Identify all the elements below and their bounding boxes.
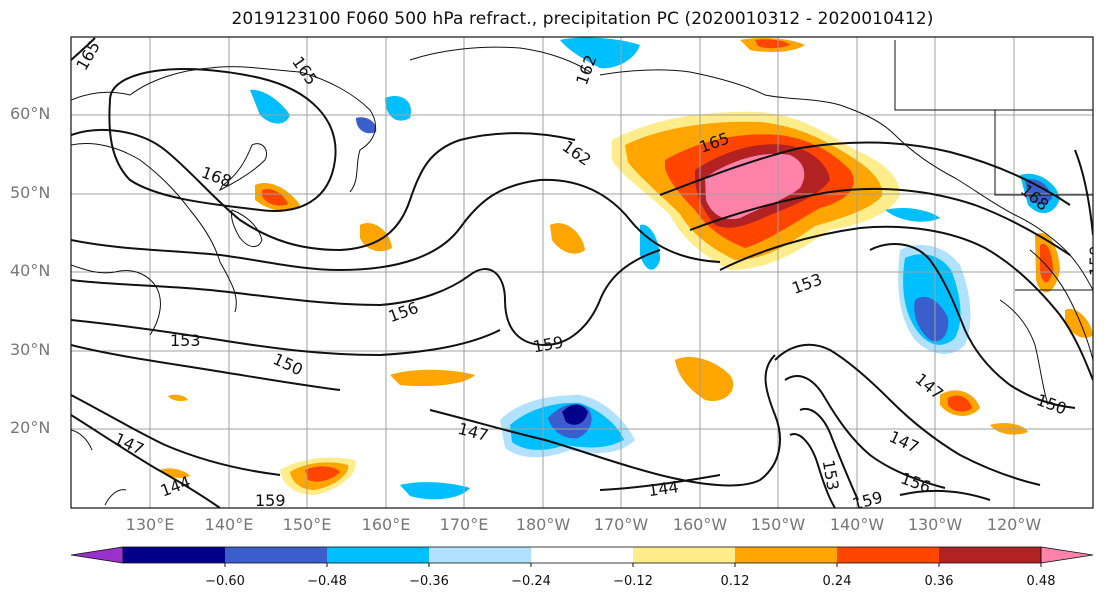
- colorbar-tick-label: −0.24: [511, 574, 551, 589]
- colorbar-box: [633, 547, 736, 563]
- colorbar-tick-label: 0.48: [1026, 574, 1056, 589]
- colorbar-box: [225, 547, 328, 563]
- contour-label: 159: [255, 491, 286, 510]
- lon-label: 170°E: [439, 515, 489, 534]
- contour-label: 144: [647, 477, 680, 500]
- lon-label: 140°E: [204, 515, 254, 534]
- colorbar-box: [531, 547, 634, 563]
- lat-label: 20°N: [10, 418, 51, 437]
- colorbar-tick-label: −0.12: [613, 574, 653, 589]
- colorbar-box: [123, 547, 226, 563]
- colorbar-tick-label: −0.60: [205, 574, 245, 589]
- lon-label: 170°W: [593, 515, 649, 534]
- graticule: [71, 37, 1093, 508]
- lon-label: 140°W: [829, 515, 885, 534]
- colorbar-box: [735, 547, 838, 563]
- contour-label: 159: [1086, 245, 1105, 276]
- colorbar-tick-label: −0.36: [409, 574, 449, 589]
- lat-label: 50°N: [10, 183, 51, 202]
- lon-label: 150°W: [750, 515, 806, 534]
- lon-label: 130°W: [907, 515, 963, 534]
- colorbar-tick-label: 0.24: [822, 574, 852, 589]
- colorbar-tick-label: 0.36: [924, 574, 954, 589]
- lon-label: 160°W: [672, 515, 728, 534]
- precip-shading: [160, 37, 1093, 500]
- contour-label: 153: [170, 331, 201, 350]
- coastlines: [71, 40, 1093, 506]
- colorbar-box: [429, 547, 532, 563]
- colorbar-box: [327, 547, 430, 563]
- lat-label: 30°N: [10, 340, 51, 359]
- map-title: 2019123100 F060 500 hPa refract., precip…: [231, 9, 934, 29]
- lon-label: 150°E: [282, 515, 332, 534]
- colorbar-box: [837, 547, 940, 563]
- lat-label: 60°N: [10, 104, 51, 123]
- colorbar-box: [939, 547, 1042, 563]
- lon-label: 120°W: [986, 515, 1042, 534]
- colorbar-extend-low: [70, 546, 124, 564]
- lon-label: 180°W: [515, 515, 571, 534]
- colorbar-outline: [122, 546, 1042, 564]
- lon-label: 130°E: [125, 515, 175, 534]
- lat-label: 40°N: [10, 261, 51, 280]
- contours: [71, 37, 1093, 508]
- colorbar: [70, 546, 1094, 567]
- colorbar-tick-label: 0.12: [720, 574, 750, 589]
- colorbar-extend-high: [1040, 546, 1094, 564]
- map-frame: [70, 36, 1094, 509]
- colorbar-tick-label: −0.48: [307, 574, 347, 589]
- contour-label: 159: [850, 488, 884, 514]
- lon-label: 160°E: [361, 515, 411, 534]
